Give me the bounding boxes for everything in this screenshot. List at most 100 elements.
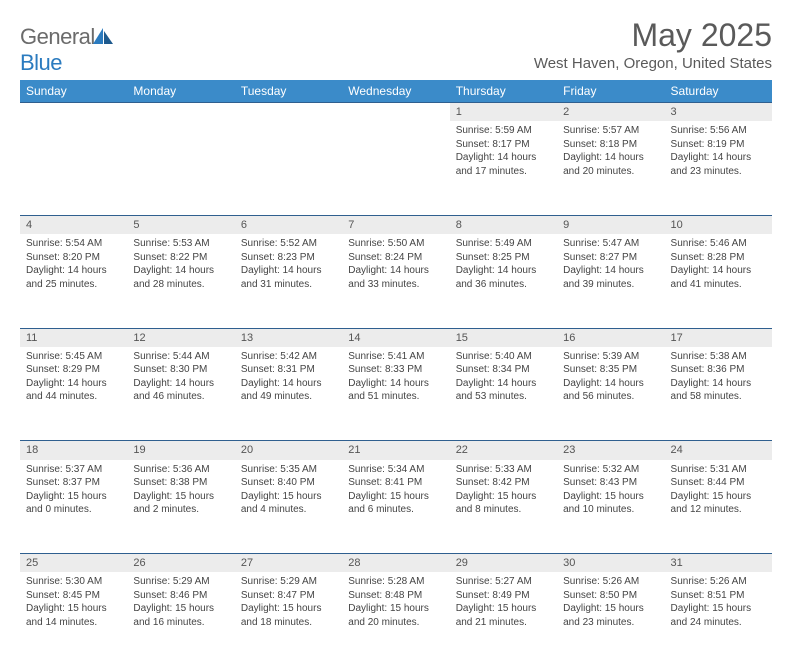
sunrise-line: Sunrise: 5:54 AM — [26, 237, 121, 251]
day-number: 28 — [342, 554, 449, 572]
daylight-line: Daylight: 14 hours and 58 minutes. — [671, 377, 766, 404]
sunrise-line: Sunrise: 5:26 AM — [563, 575, 658, 589]
daynum-cell: 28 — [342, 554, 449, 573]
day-details — [235, 121, 342, 128]
day-details: Sunrise: 5:28 AMSunset: 8:48 PMDaylight:… — [342, 572, 449, 633]
day-details: Sunrise: 5:26 AMSunset: 8:50 PMDaylight:… — [557, 572, 664, 633]
sunrise-line: Sunrise: 5:34 AM — [348, 463, 443, 477]
daynum-row: 123 — [20, 103, 772, 122]
sunset-line: Sunset: 8:42 PM — [456, 476, 551, 490]
daynum-cell: 25 — [20, 554, 127, 573]
sunset-line: Sunset: 8:45 PM — [26, 589, 121, 603]
sunrise-line: Sunrise: 5:36 AM — [133, 463, 228, 477]
sunset-line: Sunset: 8:38 PM — [133, 476, 228, 490]
day-cell: Sunrise: 5:54 AMSunset: 8:20 PMDaylight:… — [20, 234, 127, 328]
sunrise-line: Sunrise: 5:40 AM — [456, 350, 551, 364]
day-number: 31 — [665, 554, 772, 572]
daynum-cell: 19 — [127, 441, 234, 460]
weekday-header-cell: Tuesday — [235, 80, 342, 103]
day-cell: Sunrise: 5:32 AMSunset: 8:43 PMDaylight:… — [557, 460, 664, 554]
sunrise-line: Sunrise: 5:45 AM — [26, 350, 121, 364]
daylight-line: Daylight: 15 hours and 2 minutes. — [133, 490, 228, 517]
sunset-line: Sunset: 8:46 PM — [133, 589, 228, 603]
daynum-cell: 24 — [665, 441, 772, 460]
sunset-line: Sunset: 8:27 PM — [563, 251, 658, 265]
brand-part2: Blue — [20, 50, 62, 75]
sunrise-line: Sunrise: 5:56 AM — [671, 124, 766, 138]
brand-text: General Blue — [20, 24, 113, 76]
day-number: 22 — [450, 441, 557, 459]
day-number: 25 — [20, 554, 127, 572]
sunset-line: Sunset: 8:31 PM — [241, 363, 336, 377]
daylight-line: Daylight: 15 hours and 8 minutes. — [456, 490, 551, 517]
day-details: Sunrise: 5:54 AMSunset: 8:20 PMDaylight:… — [20, 234, 127, 295]
weekday-header-cell: Monday — [127, 80, 234, 103]
day-number: 13 — [235, 329, 342, 347]
daylight-line: Daylight: 15 hours and 10 minutes. — [563, 490, 658, 517]
day-cell: Sunrise: 5:46 AMSunset: 8:28 PMDaylight:… — [665, 234, 772, 328]
daylight-line: Daylight: 14 hours and 49 minutes. — [241, 377, 336, 404]
day-number: 8 — [450, 216, 557, 234]
sunset-line: Sunset: 8:48 PM — [348, 589, 443, 603]
day-cell: Sunrise: 5:42 AMSunset: 8:31 PMDaylight:… — [235, 347, 342, 441]
daynum-cell: 31 — [665, 554, 772, 573]
daynum-cell — [342, 103, 449, 122]
sunrise-line: Sunrise: 5:38 AM — [671, 350, 766, 364]
day-number: 20 — [235, 441, 342, 459]
day-cell: Sunrise: 5:53 AMSunset: 8:22 PMDaylight:… — [127, 234, 234, 328]
week-row: Sunrise: 5:37 AMSunset: 8:37 PMDaylight:… — [20, 460, 772, 554]
calendar-table: SundayMondayTuesdayWednesdayThursdayFrid… — [20, 80, 772, 666]
day-cell: Sunrise: 5:36 AMSunset: 8:38 PMDaylight:… — [127, 460, 234, 554]
day-number: 4 — [20, 216, 127, 234]
sunrise-line: Sunrise: 5:37 AM — [26, 463, 121, 477]
daynum-cell: 17 — [665, 328, 772, 347]
day-cell: Sunrise: 5:37 AMSunset: 8:37 PMDaylight:… — [20, 460, 127, 554]
day-details — [127, 121, 234, 128]
day-details: Sunrise: 5:27 AMSunset: 8:49 PMDaylight:… — [450, 572, 557, 633]
sunrise-line: Sunrise: 5:47 AM — [563, 237, 658, 251]
day-number: 19 — [127, 441, 234, 459]
daylight-line: Daylight: 15 hours and 14 minutes. — [26, 602, 121, 629]
day-cell: Sunrise: 5:29 AMSunset: 8:47 PMDaylight:… — [235, 572, 342, 666]
header: General Blue May 2025 West Haven, Oregon… — [20, 18, 772, 76]
day-number: 21 — [342, 441, 449, 459]
daynum-cell: 16 — [557, 328, 664, 347]
day-cell: Sunrise: 5:45 AMSunset: 8:29 PMDaylight:… — [20, 347, 127, 441]
daynum-cell: 21 — [342, 441, 449, 460]
day-cell: Sunrise: 5:56 AMSunset: 8:19 PMDaylight:… — [665, 121, 772, 215]
sunset-line: Sunset: 8:18 PM — [563, 138, 658, 152]
daynum-cell: 7 — [342, 215, 449, 234]
daynum-cell: 18 — [20, 441, 127, 460]
day-number: 7 — [342, 216, 449, 234]
daylight-line: Daylight: 14 hours and 17 minutes. — [456, 151, 551, 178]
day-details: Sunrise: 5:39 AMSunset: 8:35 PMDaylight:… — [557, 347, 664, 408]
sunrise-line: Sunrise: 5:29 AM — [133, 575, 228, 589]
day-number — [342, 103, 449, 107]
daylight-line: Daylight: 14 hours and 51 minutes. — [348, 377, 443, 404]
day-details: Sunrise: 5:47 AMSunset: 8:27 PMDaylight:… — [557, 234, 664, 295]
daylight-line: Daylight: 14 hours and 41 minutes. — [671, 264, 766, 291]
daylight-line: Daylight: 15 hours and 21 minutes. — [456, 602, 551, 629]
daylight-line: Daylight: 15 hours and 16 minutes. — [133, 602, 228, 629]
sunrise-line: Sunrise: 5:30 AM — [26, 575, 121, 589]
daylight-line: Daylight: 14 hours and 36 minutes. — [456, 264, 551, 291]
weekday-header-cell: Wednesday — [342, 80, 449, 103]
daynum-cell: 6 — [235, 215, 342, 234]
sunrise-line: Sunrise: 5:29 AM — [241, 575, 336, 589]
month-title: May 2025 — [534, 18, 772, 53]
day-number: 5 — [127, 216, 234, 234]
day-cell: Sunrise: 5:44 AMSunset: 8:30 PMDaylight:… — [127, 347, 234, 441]
daylight-line: Daylight: 14 hours and 33 minutes. — [348, 264, 443, 291]
day-number — [20, 103, 127, 107]
daynum-cell: 11 — [20, 328, 127, 347]
day-number: 12 — [127, 329, 234, 347]
day-number: 9 — [557, 216, 664, 234]
day-cell: Sunrise: 5:28 AMSunset: 8:48 PMDaylight:… — [342, 572, 449, 666]
daynum-row: 18192021222324 — [20, 441, 772, 460]
day-cell: Sunrise: 5:34 AMSunset: 8:41 PMDaylight:… — [342, 460, 449, 554]
sunset-line: Sunset: 8:17 PM — [456, 138, 551, 152]
daynum-cell: 3 — [665, 103, 772, 122]
sunrise-line: Sunrise: 5:57 AM — [563, 124, 658, 138]
sunset-line: Sunset: 8:51 PM — [671, 589, 766, 603]
title-block: May 2025 West Haven, Oregon, United Stat… — [534, 18, 772, 72]
